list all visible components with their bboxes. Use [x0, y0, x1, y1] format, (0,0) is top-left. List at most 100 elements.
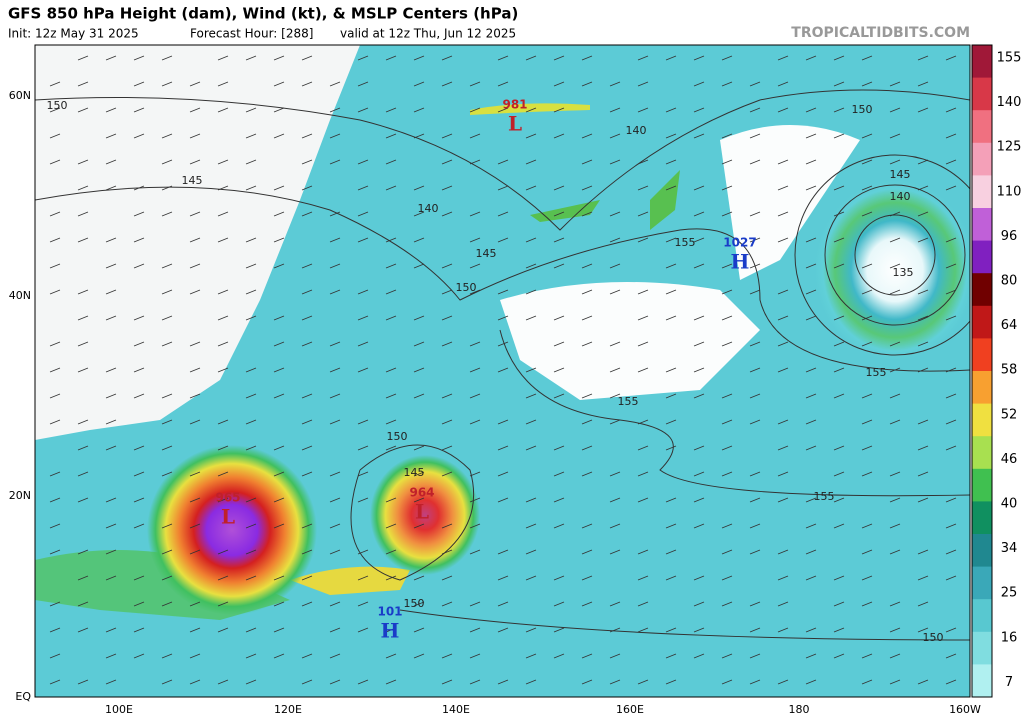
- barb: [217, 289, 229, 295]
- colorbar-swatch: [972, 77, 992, 111]
- lat-label: 40N: [9, 289, 31, 302]
- barb: [413, 367, 425, 373]
- contour-label: 150: [387, 430, 408, 443]
- barb: [273, 523, 285, 529]
- barb: [889, 107, 901, 113]
- barb: [301, 211, 313, 217]
- barb: [917, 627, 929, 633]
- barb: [329, 81, 341, 87]
- barb: [161, 185, 173, 191]
- barb: [161, 289, 173, 295]
- barb: [357, 185, 369, 191]
- barb: [497, 159, 509, 165]
- barb: [217, 419, 229, 425]
- barb: [581, 445, 593, 451]
- barb: [357, 81, 369, 87]
- barb: [833, 55, 845, 61]
- barb: [833, 185, 845, 191]
- barb: [497, 601, 509, 607]
- barb: [665, 497, 677, 503]
- barb: [413, 185, 425, 191]
- barb: [861, 393, 873, 399]
- barb: [329, 679, 341, 685]
- barb: [385, 289, 397, 295]
- barb: [721, 549, 733, 555]
- barb: [385, 133, 397, 139]
- barb: [749, 393, 761, 399]
- barb: [665, 263, 677, 269]
- barb: [301, 185, 313, 191]
- barb: [497, 419, 509, 425]
- barb: [581, 393, 593, 399]
- barb: [217, 367, 229, 373]
- barb: [833, 575, 845, 581]
- colorbar-label: 46: [1001, 452, 1018, 467]
- contour-label: 155: [814, 490, 835, 503]
- barb: [49, 107, 61, 113]
- barb: [749, 133, 761, 139]
- barb: [329, 653, 341, 659]
- forecast-hour: Forecast Hour: [288]: [190, 27, 313, 41]
- barb: [553, 445, 565, 451]
- barb: [329, 393, 341, 399]
- barb: [273, 133, 285, 139]
- barb: [889, 523, 901, 529]
- barb: [385, 55, 397, 61]
- barb: [609, 679, 621, 685]
- barb: [385, 549, 397, 555]
- barb: [441, 393, 453, 399]
- barb: [917, 211, 929, 217]
- barb: [217, 81, 229, 87]
- wind-band: [650, 170, 680, 230]
- colorbar-swatch: [972, 273, 992, 307]
- barb: [49, 211, 61, 217]
- barb: [133, 627, 145, 633]
- barb: [189, 653, 201, 659]
- barb: [469, 211, 481, 217]
- barb: [273, 575, 285, 581]
- barb: [133, 81, 145, 87]
- colorbar-swatch: [972, 664, 992, 698]
- barb: [245, 523, 257, 529]
- barb: [693, 393, 705, 399]
- barb: [245, 55, 257, 61]
- barb: [581, 653, 593, 659]
- barb: [945, 367, 957, 373]
- contour-label: 140: [626, 124, 647, 137]
- barb: [749, 497, 761, 503]
- barb: [357, 315, 369, 321]
- barb: [273, 393, 285, 399]
- barb: [665, 419, 677, 425]
- barb: [301, 471, 313, 477]
- contour-label: 145: [476, 247, 497, 260]
- barb: [609, 497, 621, 503]
- barb: [749, 237, 761, 243]
- barb: [329, 471, 341, 477]
- barb: [469, 523, 481, 529]
- barb: [721, 289, 733, 295]
- barb: [77, 159, 89, 165]
- barb: [889, 653, 901, 659]
- barb: [497, 471, 509, 477]
- barb: [441, 653, 453, 659]
- barb: [693, 81, 705, 87]
- barb: [441, 81, 453, 87]
- barb: [245, 679, 257, 685]
- barb: [665, 185, 677, 191]
- barb: [917, 159, 929, 165]
- barb: [245, 445, 257, 451]
- contour-label: 150: [852, 103, 873, 116]
- barb: [413, 653, 425, 659]
- barb: [49, 263, 61, 269]
- barb: [469, 419, 481, 425]
- barb: [581, 159, 593, 165]
- barb: [777, 185, 789, 191]
- barb: [553, 107, 565, 113]
- barb: [777, 627, 789, 633]
- contour-label: 145: [404, 466, 425, 479]
- barb: [245, 159, 257, 165]
- barb: [553, 367, 565, 373]
- barb: [357, 419, 369, 425]
- lon-label: 140E: [442, 703, 470, 716]
- barb: [385, 367, 397, 373]
